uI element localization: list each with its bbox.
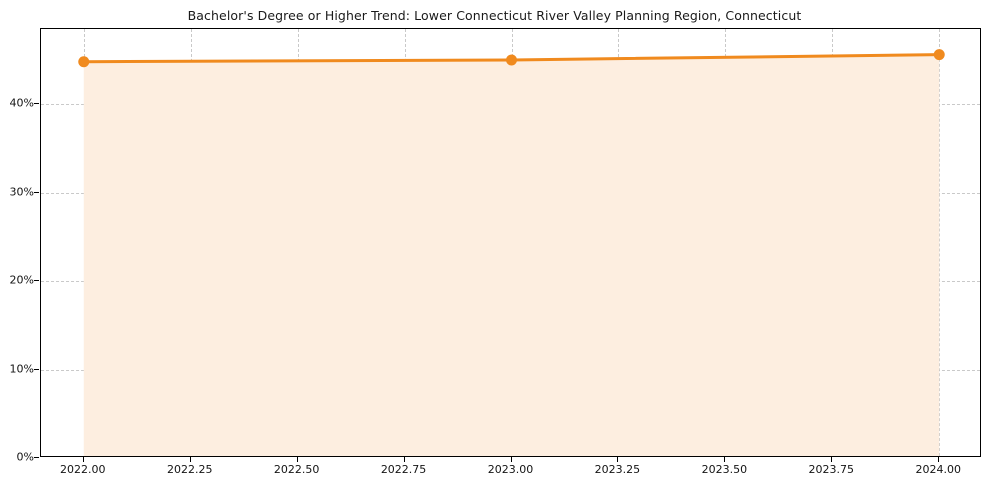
x-axis-tick-mark xyxy=(617,457,619,462)
y-axis-tick-mark xyxy=(34,280,39,282)
x-axis-tick-label: 2023.50 xyxy=(701,463,748,476)
x-axis-tick-mark xyxy=(831,457,833,462)
x-axis-tick-mark xyxy=(510,457,512,462)
chart-title: Bachelor's Degree or Higher Trend: Lower… xyxy=(187,8,802,23)
x-axis-tick-label: 2023.75 xyxy=(808,463,855,476)
area-fill-path xyxy=(83,54,940,456)
x-axis-tick-mark xyxy=(189,457,191,462)
y-axis-tick-label: 30% xyxy=(9,185,34,199)
x-axis-tick-label: 2022.50 xyxy=(273,463,320,476)
data-point-marker xyxy=(78,56,90,68)
x-axis-tick-label: 2024.00 xyxy=(915,463,961,476)
series-layer xyxy=(78,49,945,456)
y-axis-tick-label: 40% xyxy=(9,96,34,110)
y-axis-tick-mark xyxy=(34,191,39,193)
data-point-marker xyxy=(933,49,945,61)
x-axis-tick-label: 2023.00 xyxy=(487,463,534,476)
y-axis-tick-label: 10% xyxy=(9,362,34,376)
gridline-vertical xyxy=(939,29,941,456)
x-axis-tick-mark xyxy=(82,457,84,462)
y-axis-tick-mark xyxy=(34,103,39,105)
y-axis-tick-labels: 0% 10% 20% 30% 40% xyxy=(0,0,34,490)
x-axis-tick-mark xyxy=(724,457,726,462)
x-axis-tick-label: 2022.25 xyxy=(166,463,213,476)
x-axis-tick-label: 2022.75 xyxy=(380,463,427,476)
series-markers xyxy=(78,49,945,68)
y-axis-tick-label: 0% xyxy=(16,450,34,464)
x-axis-tick-mark xyxy=(403,457,405,462)
plot-area xyxy=(40,28,981,457)
y-axis-tick-mark xyxy=(34,457,39,458)
y-axis-tick-label: 20% xyxy=(9,273,34,287)
data-point-marker xyxy=(506,54,517,66)
x-axis-tick-label: 2023.25 xyxy=(594,463,641,476)
x-axis-tick-mark xyxy=(296,457,298,462)
y-axis-tick-mark xyxy=(34,368,39,370)
x-axis-tick-mark xyxy=(938,457,940,462)
x-axis-tick-label: 2022.00 xyxy=(60,463,106,476)
